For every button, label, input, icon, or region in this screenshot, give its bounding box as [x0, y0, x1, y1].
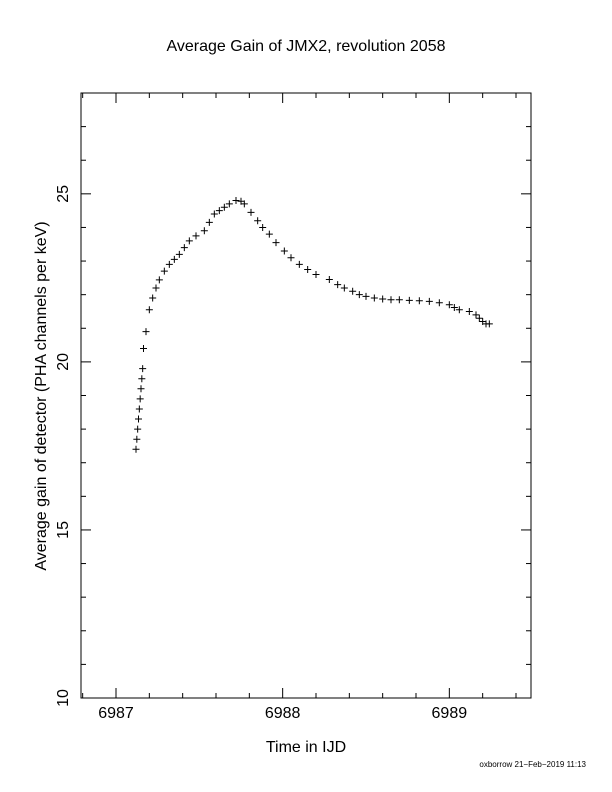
point — [180, 244, 188, 252]
point — [455, 306, 463, 314]
point — [265, 230, 273, 238]
point — [200, 227, 208, 235]
point — [135, 415, 142, 423]
point — [139, 365, 147, 373]
chart-title: Average Gain of JMX2, revolution 2058 — [167, 38, 446, 55]
point — [379, 295, 387, 303]
point — [349, 287, 357, 295]
point — [304, 265, 312, 273]
point — [149, 294, 157, 302]
point — [254, 217, 262, 225]
point — [210, 210, 218, 218]
plot-frame — [80, 92, 532, 699]
point — [192, 232, 200, 240]
point — [232, 197, 240, 205]
point — [485, 320, 493, 328]
point — [225, 200, 233, 208]
point — [134, 425, 142, 433]
point — [138, 375, 146, 383]
point — [405, 296, 413, 304]
point — [142, 328, 150, 336]
point — [287, 254, 295, 262]
point — [220, 203, 228, 211]
x-tick-label: 6989 — [432, 705, 468, 722]
point — [435, 299, 443, 307]
footer: oxborrow 21−Feb−2019 11:13 — [479, 760, 586, 769]
point — [272, 239, 280, 247]
point — [155, 276, 163, 284]
point — [145, 306, 153, 314]
point — [415, 297, 423, 305]
point — [425, 297, 433, 305]
point — [259, 223, 267, 231]
y-axis-label: Average gain of detector (PHA channels p… — [33, 221, 50, 570]
point — [175, 250, 183, 258]
point — [205, 218, 213, 226]
point — [132, 445, 140, 453]
point — [135, 405, 143, 413]
point — [325, 276, 333, 284]
y-tick-label: 15 — [55, 521, 72, 539]
point — [136, 395, 144, 403]
point — [472, 311, 480, 319]
x-axis-label: Time in IJD — [266, 739, 346, 756]
point — [450, 303, 458, 311]
point — [465, 307, 473, 315]
y-tick-label: 10 — [55, 689, 72, 707]
point — [185, 237, 193, 245]
point — [165, 260, 173, 268]
point — [475, 314, 483, 322]
point — [334, 281, 342, 289]
point — [160, 267, 168, 275]
point — [140, 344, 147, 352]
point — [280, 247, 288, 255]
x-tick-label: 6987 — [98, 705, 134, 722]
point — [240, 200, 248, 208]
point — [340, 284, 348, 292]
point — [445, 301, 453, 309]
x-tick-label: 6988 — [265, 705, 301, 722]
point — [215, 207, 223, 215]
point — [295, 260, 303, 268]
point — [247, 208, 255, 216]
y-tick-label: 25 — [55, 185, 72, 203]
point — [312, 271, 320, 278]
point — [370, 294, 378, 302]
point — [152, 284, 160, 292]
y-tick-label: 20 — [55, 353, 72, 371]
point — [133, 435, 141, 443]
point — [395, 296, 403, 304]
point — [355, 291, 363, 299]
point — [387, 296, 395, 304]
point — [362, 292, 370, 300]
point — [170, 255, 178, 263]
point — [137, 385, 145, 393]
